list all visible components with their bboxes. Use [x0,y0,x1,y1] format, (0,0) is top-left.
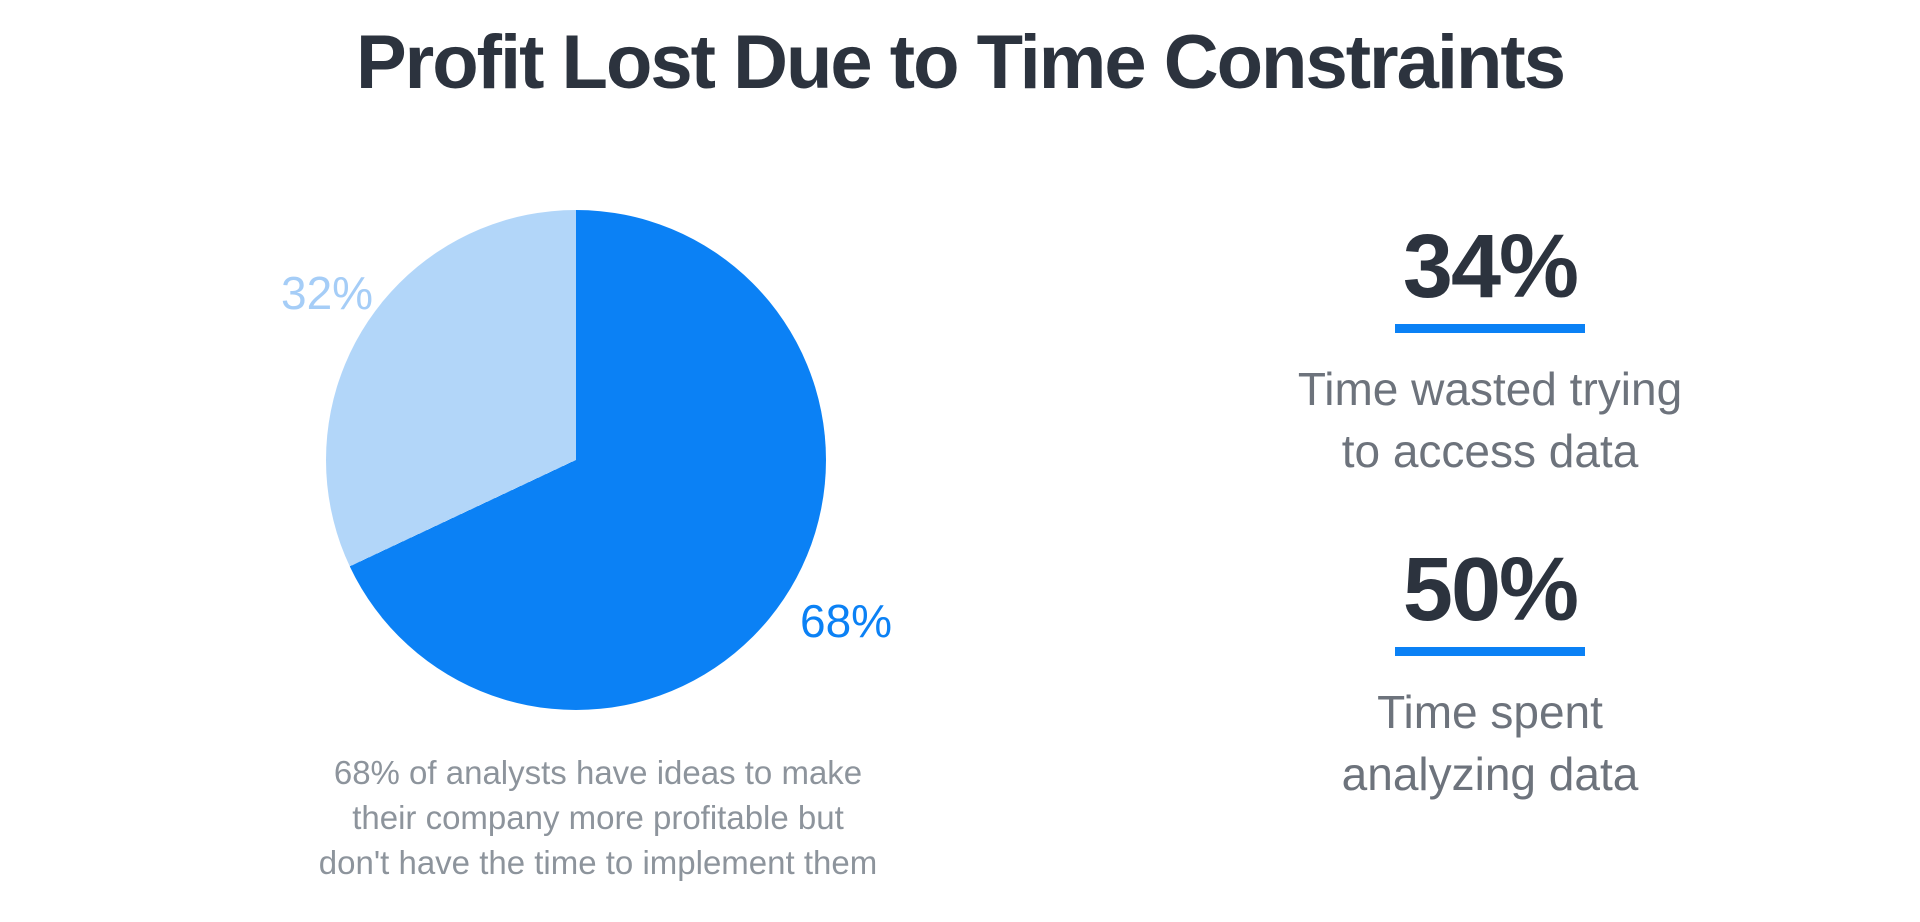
stat-label-time-spent: Time spent analyzing data [1341,686,1639,800]
stat-block-time-wasted: 34% Time wasted trying to access data [1190,222,1790,482]
stat-block-time-spent: 50% Time spent analyzing data [1190,545,1790,805]
pie-chart [326,210,826,710]
pie-caption: 68% of analysts have ideas to make their… [318,754,878,881]
pie-slice-label-32: 32% [281,267,374,319]
stat-underline [1395,647,1585,656]
stat-value-34: 34% [1402,217,1579,317]
page-title: Profit Lost Due to Time Constraints [355,20,1566,105]
pie-slice-label-68: 68% [800,595,893,647]
stat-underline [1395,324,1585,333]
stat-label-time-wasted: Time wasted trying to access data [1297,363,1683,477]
stat-value-50: 50% [1402,540,1579,640]
